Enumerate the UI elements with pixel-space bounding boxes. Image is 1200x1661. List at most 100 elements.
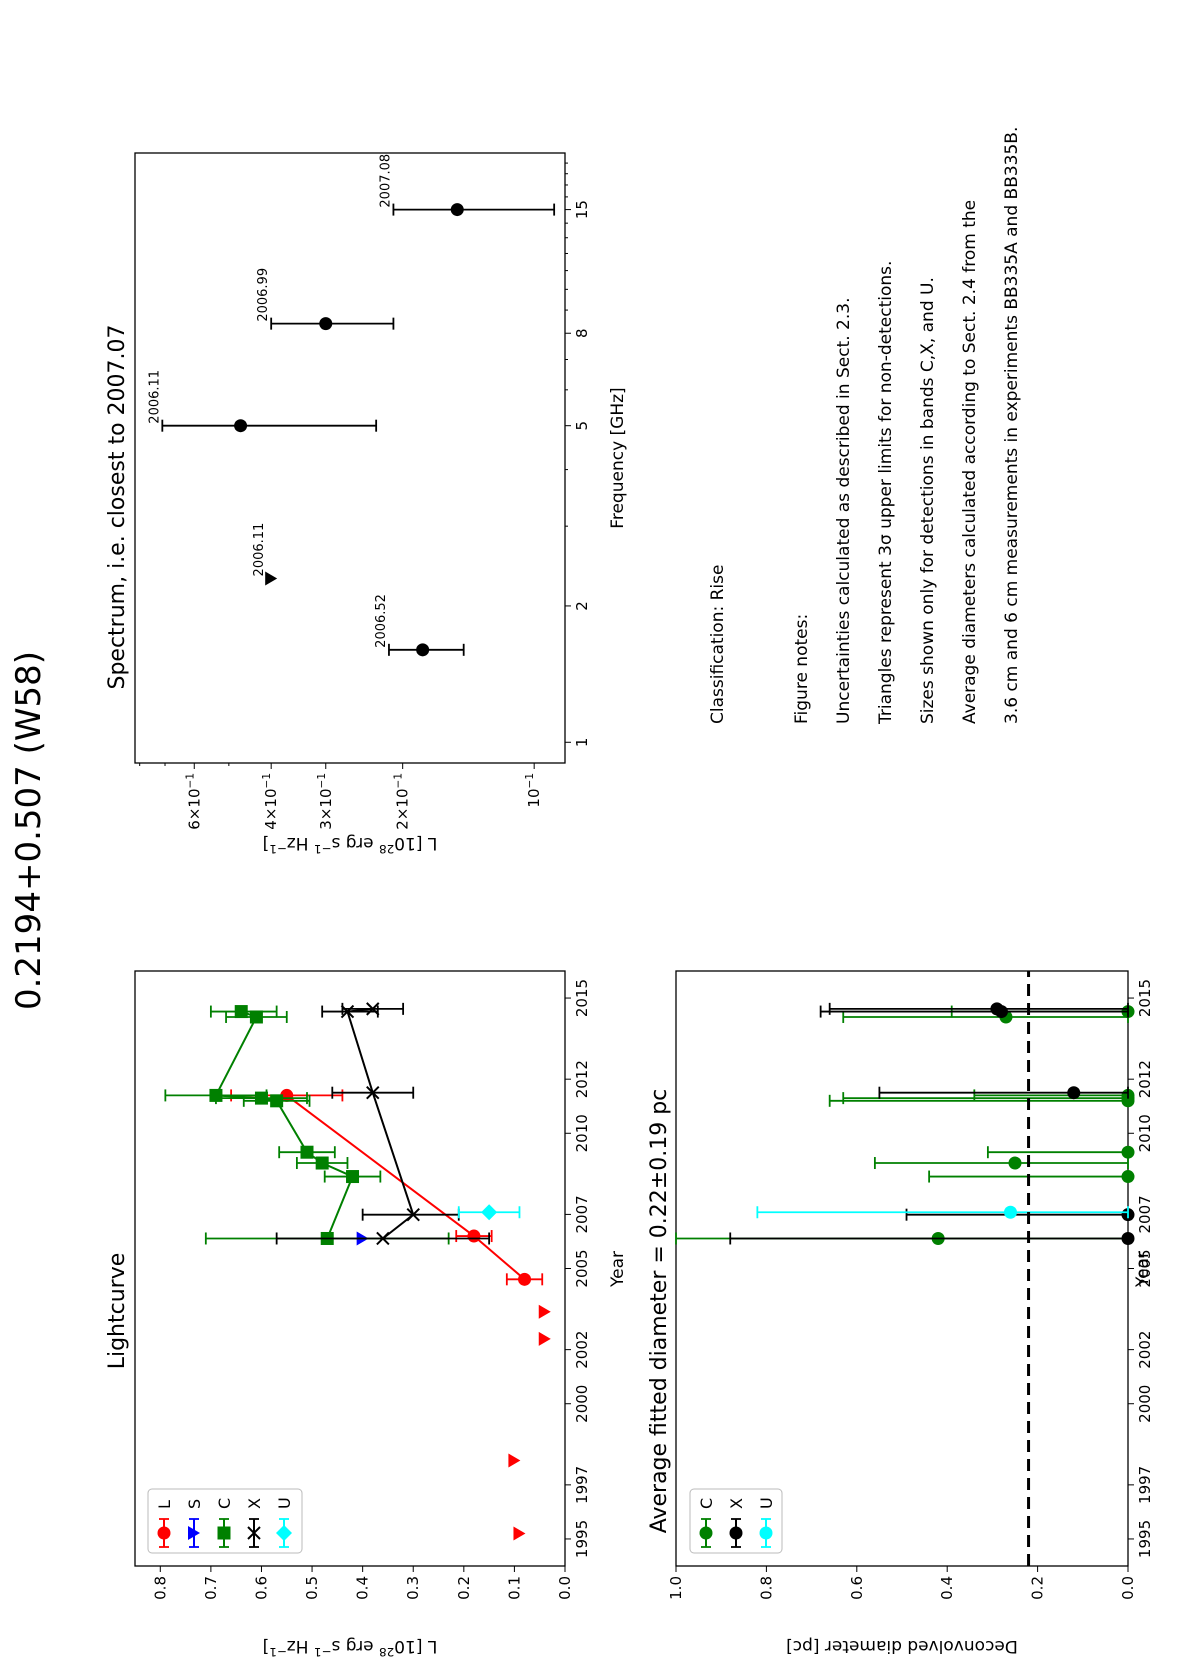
legend-label: X <box>245 1498 264 1509</box>
data-point <box>366 1002 380 1016</box>
upper-limit-marker <box>508 1453 521 1468</box>
legend-marker <box>699 1526 713 1540</box>
x-tick-label: 2002 <box>573 1331 591 1369</box>
legend-label: U <box>275 1497 294 1509</box>
x-tick-label: 2015 <box>1136 979 1154 1017</box>
y-tick-label: 0.2 <box>1029 1576 1047 1600</box>
data-point <box>209 1088 223 1102</box>
data-point <box>376 1231 390 1246</box>
series-C <box>675 1005 1135 1245</box>
data-point <box>249 1010 263 1024</box>
upper-limit-marker <box>538 1331 551 1346</box>
y-tick-label: 0.0 <box>556 1576 574 1600</box>
y-tick-label: 0.6 <box>848 1576 866 1600</box>
epoch-label: 2007.08 <box>378 154 393 208</box>
x-tick-label: 2010 <box>573 1114 591 1152</box>
legend-marker <box>729 1526 743 1540</box>
spectrum-point: 2006.11 <box>147 370 378 433</box>
data-point <box>1121 1231 1135 1245</box>
x-tick-label: 2012 <box>573 1060 591 1098</box>
diameter-ylabel: Deconvolved diameter [pc] <box>786 1636 1018 1656</box>
x-tick-label: 2000 <box>1136 1385 1154 1423</box>
epoch-label: 2006.11 <box>147 370 162 424</box>
data-point <box>366 1085 380 1100</box>
x-tick-label: 1997 <box>573 1466 591 1504</box>
diameter-title: Average fitted diameter = 0.22±0.19 pc <box>647 1089 672 1534</box>
legend-label: X <box>727 1498 746 1509</box>
upper-limit-marker <box>538 1304 551 1319</box>
diameter-xlabel: Year <box>1133 1251 1153 1288</box>
diameter-frame <box>675 970 1129 1567</box>
legend-marker <box>217 1526 231 1540</box>
data-point <box>406 1207 420 1222</box>
spectrum-frame <box>134 152 566 764</box>
notes-title: Figure notes: <box>792 614 812 724</box>
spectrum-xlabel: Frequency [GHz] <box>608 387 628 528</box>
x-tick-label: 2005 <box>1136 1249 1154 1287</box>
epoch-label: 2006.11 <box>252 523 267 577</box>
data-point <box>1121 1145 1135 1159</box>
x-tick-label: 2007 <box>1136 1195 1154 1233</box>
lightcurve-title: Lightcurve <box>105 1253 130 1370</box>
data-point <box>270 1094 284 1108</box>
data-point <box>481 1204 498 1221</box>
x-tick-label: 1995 <box>573 1520 591 1558</box>
y-tick-label: 3×10−1 <box>316 773 335 830</box>
legend-marker <box>247 1526 261 1540</box>
series-U <box>756 1205 1129 1219</box>
data-point <box>315 1156 329 1170</box>
spectrum-panel: Spectrum, i.e. closest to 2007.07 1 2 5 8 15… <box>105 152 628 856</box>
x-tick-label: 1 <box>573 738 591 748</box>
note-line: Uncertainties calculated as described in… <box>834 298 854 724</box>
x-tick-label: 2015 <box>573 979 591 1017</box>
y-tick-label: 10−1 <box>524 773 543 808</box>
data-point <box>346 1170 360 1184</box>
spectrum-plot-area: 2006.52 2006.11 2006.11 2006.99 2007.08 <box>147 154 556 657</box>
spectrum-point: 2006.52 <box>374 594 465 657</box>
data-point <box>518 1272 532 1286</box>
note-line: 3.6 cm and 6 cm measurements in experime… <box>1002 127 1022 724</box>
data-point <box>340 1004 355 1019</box>
lightcurve-frame <box>134 970 566 1567</box>
spectrum-axes: 1 2 5 8 15 10−1 2×10−1 3×10−1 4×10−1 6×10−1 <box>139 162 591 830</box>
legend-marker <box>157 1526 171 1540</box>
legend-marker <box>188 1526 200 1540</box>
y-tick-label: 0.8 <box>757 1576 775 1600</box>
series-line <box>214 1010 354 1239</box>
x-tick-label: 2000 <box>573 1385 591 1423</box>
x-tick-label: 8 <box>573 328 591 338</box>
y-tick-label: 4×10−1 <box>261 773 280 830</box>
legend-label: C <box>215 1498 234 1509</box>
lightcurve-axes: 1995 1997 2000 2002 2005 2007 2010 2012 2015 0.0 0… <box>151 979 591 1600</box>
series-X <box>275 1002 491 1246</box>
y-tick-label: 0.6 <box>252 1576 270 1600</box>
data-point <box>234 419 248 433</box>
x-tick-label: 2 <box>573 601 591 611</box>
classification-text: Classification: Rise <box>708 565 728 724</box>
x-tick-label: 1997 <box>1136 1466 1154 1504</box>
data-point <box>1003 1205 1017 1219</box>
legend-marker <box>759 1526 773 1540</box>
x-tick-label: 2010 <box>1136 1114 1154 1152</box>
data-point <box>234 1005 248 1019</box>
y-tick-label: 0.5 <box>303 1576 321 1600</box>
y-tick-label: 2×10−1 <box>393 773 412 830</box>
x-tick-label: 5 <box>573 421 591 431</box>
note-line: Triangles represent 3σ upper limits for … <box>876 261 896 725</box>
rotated-figure: 0.2194+0.507 (W58) Lightcurve 1995199720… <box>9 127 1154 1659</box>
x-tick-label: 1995 <box>1136 1520 1154 1558</box>
y-tick-label: 1.0 <box>667 1576 685 1600</box>
data-point <box>990 1002 1004 1016</box>
spectrum-point: 2006.99 <box>256 268 395 331</box>
lightcurve-plot-area <box>164 1002 551 1541</box>
x-tick-label: 2005 <box>573 1249 591 1287</box>
data-point <box>467 1229 481 1243</box>
lightcurve-panel: Lightcurve 1995 1997 2000 2002 2005 2007 2010 2… <box>105 970 628 1659</box>
y-tick-label: 0.4 <box>354 1576 372 1600</box>
epoch-label: 2006.52 <box>374 594 389 648</box>
lightcurve-ylabel: L [1028 erg s−1 Hz−1] <box>263 1636 438 1659</box>
series-line <box>346 1007 415 1240</box>
epoch-label: 2006.99 <box>256 268 271 322</box>
